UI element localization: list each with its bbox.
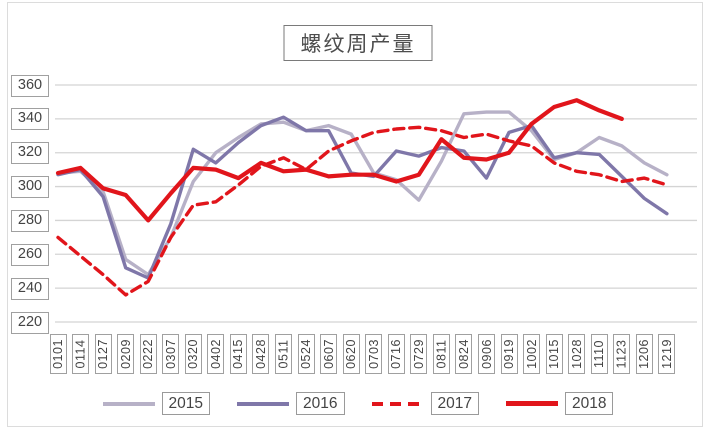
legend-swatch-2018: [505, 401, 558, 406]
chart-border: [7, 2, 703, 427]
y-axis-tick-240: 240: [11, 277, 49, 300]
x-axis-tick-label: 0415: [231, 339, 246, 369]
x-axis-tick-label: 0428: [253, 339, 268, 369]
x-axis-tick-label: 0906: [479, 339, 494, 369]
x-axis-tick-label: 1002: [524, 339, 539, 369]
x-axis-tick-label: 0524: [299, 339, 314, 369]
y-axis-tick-280: 280: [11, 209, 49, 232]
x-axis-tick-0524: 0524: [297, 334, 315, 374]
x-axis-tick-label: 0607: [321, 339, 336, 369]
x-axis-tick-0222: 0222: [139, 334, 157, 374]
x-axis-tick-0320: 0320: [184, 334, 202, 374]
x-axis-tick-label: 0620: [344, 339, 359, 369]
x-axis-tick-0703: 0703: [365, 334, 383, 374]
x-axis-tick-label: 0919: [502, 339, 516, 369]
x-axis-tick-label: 0511: [276, 339, 291, 369]
legend-swatch-2015: [102, 401, 155, 406]
y-axis-tick-360: 360: [11, 74, 49, 97]
x-axis-tick-label: 1028: [569, 339, 584, 369]
legend-item-2015: 2015: [102, 392, 211, 415]
legend-item-2018: 2018: [505, 392, 614, 415]
x-axis-tick-0127: 0127: [94, 334, 112, 374]
chart-title: 螺纹周产量: [283, 25, 433, 61]
legend-item-2017: 2017: [371, 392, 479, 415]
x-axis-tick-0729: 0729: [410, 334, 428, 374]
x-axis-tick-label: 0811: [434, 339, 449, 369]
x-axis-tick-0824: 0824: [455, 334, 473, 374]
x-axis-tick-label: 1219: [659, 339, 674, 369]
x-axis-tick-1028: 1028: [568, 334, 586, 374]
legend-swatch-2017: [371, 401, 424, 406]
x-axis-tick-label: 0307: [163, 339, 178, 369]
x-axis-tick-0919: 0919: [500, 334, 518, 374]
x-axis-tick-0716: 0716: [387, 334, 405, 374]
x-axis-tick-1206: 1206: [635, 334, 653, 374]
x-axis-tick-0101: 0101: [49, 334, 67, 374]
x-axis-tick-label: 0127: [96, 339, 111, 369]
x-axis-tick-1219: 1219: [658, 334, 676, 374]
x-axis-tick-label: 0824: [456, 339, 471, 369]
x-axis-tick-0209: 0209: [117, 334, 135, 374]
legend-item-2016: 2016: [237, 392, 345, 415]
y-axis-tick-320: 320: [11, 142, 49, 165]
legend-label-2017: 2017: [430, 392, 479, 415]
x-axis-tick-label: 1110: [592, 340, 607, 368]
x-axis-tick-0811: 0811: [432, 334, 450, 374]
series-line-2018: [55, 98, 624, 223]
x-axis-tick-label: 0209: [118, 339, 133, 369]
x-axis-tick-0511: 0511: [275, 334, 292, 374]
x-axis-tick-label: 0101: [51, 339, 65, 369]
x-axis-tick-0402: 0402: [207, 334, 225, 374]
x-axis-tick-label: 0114: [73, 339, 88, 369]
y-axis-tick-300: 300: [11, 176, 49, 199]
x-axis-tick-1123: 1123: [613, 334, 631, 374]
x-axis-tick-label: 0320: [186, 339, 201, 369]
x-axis-tick-label: 0222: [141, 339, 156, 369]
x-axis-tick-0906: 0906: [477, 334, 495, 374]
y-axis-tick-340: 340: [11, 108, 49, 131]
legend-label-2018: 2018: [564, 392, 614, 415]
x-axis-tick-1002: 1002: [523, 334, 541, 374]
x-axis-tick-0114: 0114: [72, 334, 90, 374]
x-axis-tick-0307: 0307: [162, 334, 180, 374]
x-axis-tick-label: 1206: [637, 339, 652, 369]
legend-label-2016: 2016: [296, 392, 345, 415]
legend: 2015 2016 2017 2018: [0, 392, 716, 415]
x-axis-tick-0428: 0428: [252, 334, 270, 374]
series-line-2017: [56, 125, 669, 297]
y-axis-tick-260: 260: [11, 243, 49, 266]
x-axis-tick-label: 1123: [614, 339, 629, 369]
x-axis-tick-0607: 0607: [320, 334, 338, 374]
y-axis-tick-220: 220: [11, 311, 49, 334]
x-axis-tick-label: 0716: [389, 339, 404, 369]
x-axis-tick-label: 1015: [547, 339, 562, 369]
x-axis-tick-0415: 0415: [229, 334, 247, 374]
x-axis-tick-1110: 1110: [590, 334, 608, 374]
x-axis-tick-label: 0729: [411, 339, 426, 369]
x-axis-tick-0620: 0620: [342, 334, 360, 374]
legend-label-2015: 2015: [161, 392, 211, 415]
x-axis-tick-label: 0402: [208, 339, 223, 369]
legend-swatch-2016: [237, 401, 290, 406]
x-axis-tick-label: 0703: [366, 339, 381, 369]
x-axis-tick-1015: 1015: [545, 334, 563, 374]
